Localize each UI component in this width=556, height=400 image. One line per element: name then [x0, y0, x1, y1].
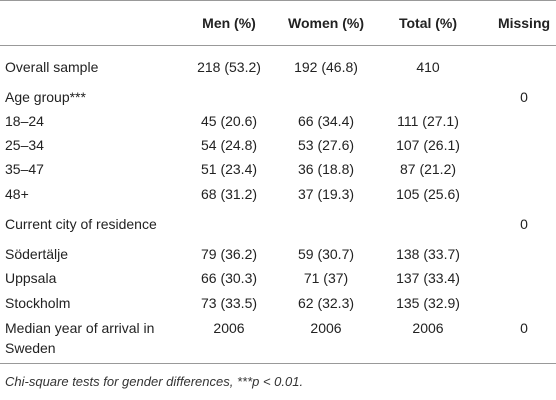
cell-men: 2006	[213, 320, 245, 336]
cell-women: 59 (30.7)	[297, 246, 355, 262]
cell-men: 79 (36.2)	[200, 246, 258, 262]
cell-men: 68 (31.2)	[200, 186, 258, 202]
cell-men: 66 (30.3)	[200, 270, 258, 286]
cell-total: 138 (33.7)	[396, 246, 460, 262]
cell-total: 137 (33.4)	[396, 270, 460, 286]
row-label: Age group***	[5, 89, 86, 105]
cell-total: 105 (25.6)	[396, 186, 460, 202]
cell-women: 36 (18.8)	[297, 161, 355, 177]
cell-men: 51 (23.4)	[200, 161, 258, 177]
row-label: Stockholm	[5, 295, 71, 311]
footnote: Chi-square tests for gender differences,…	[5, 374, 304, 389]
row-label: Current city of residence	[5, 216, 157, 232]
cell-missing: 0	[520, 89, 528, 105]
column-header: Missing	[497, 15, 551, 31]
cell-women: 71 (37)	[303, 270, 349, 286]
row-label: 18–24	[5, 113, 44, 129]
row-label: Overall sample	[5, 59, 99, 75]
bottom-rule	[0, 363, 556, 364]
cell-total: 410	[416, 59, 440, 75]
row-label: Södertälje	[5, 246, 69, 262]
cell-men: 54 (24.8)	[200, 137, 258, 153]
cell-men: 218 (53.2)	[197, 59, 261, 75]
cell-missing: 0	[520, 216, 528, 232]
row-label: 48+	[5, 186, 29, 202]
column-header: Women (%)	[288, 15, 364, 31]
cell-women: 62 (32.3)	[297, 295, 355, 311]
cell-women: 2006	[310, 320, 342, 336]
cell-total: 2006	[412, 320, 444, 336]
cell-total: 87 (21.2)	[399, 161, 457, 177]
column-header: Men (%)	[202, 15, 256, 31]
column-header: Total (%)	[398, 15, 458, 31]
top-rule	[0, 0, 556, 1]
cell-total: 135 (32.9)	[396, 295, 460, 311]
cell-women: 53 (27.6)	[297, 137, 355, 153]
cell-women: 192 (46.8)	[294, 59, 358, 75]
cell-total: 107 (26.1)	[396, 137, 460, 153]
header-rule	[0, 45, 556, 46]
cell-total: 111 (27.1)	[397, 113, 459, 129]
row-label: Median year of arrival in Sweden	[5, 320, 155, 356]
row-label: 35–47	[5, 161, 44, 177]
row-label: Uppsala	[5, 270, 57, 286]
cell-men: 73 (33.5)	[200, 295, 258, 311]
cell-women: 37 (19.3)	[297, 186, 355, 202]
row-label: 25–34	[5, 137, 44, 153]
cell-men: 45 (20.6)	[200, 113, 258, 129]
cell-missing: 0	[520, 320, 528, 336]
cell-women: 66 (34.4)	[297, 113, 355, 129]
